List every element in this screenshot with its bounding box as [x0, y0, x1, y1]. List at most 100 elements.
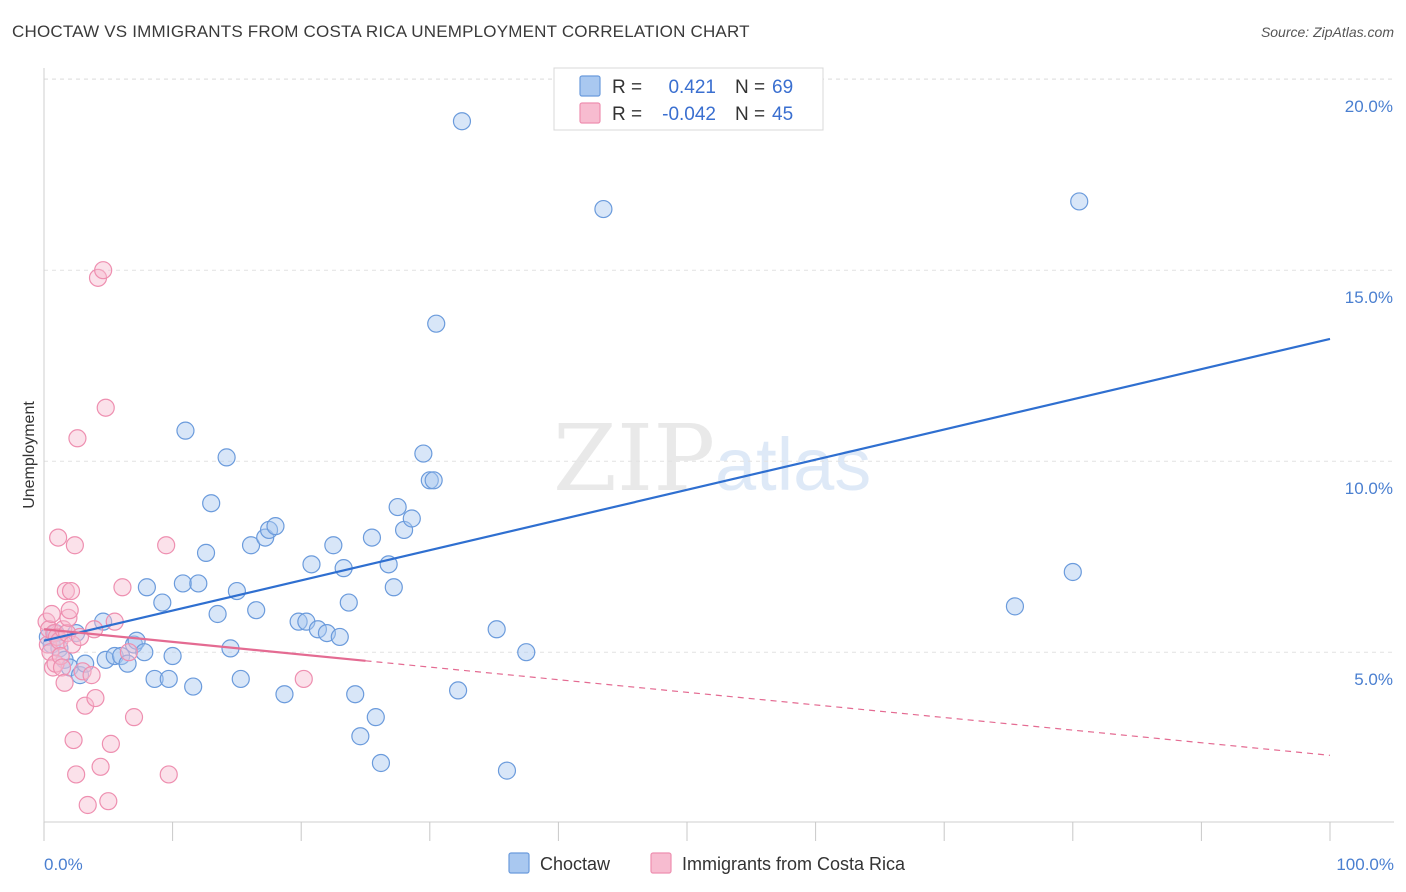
choctaw-point — [231, 669, 250, 689]
costa-rica-point — [49, 528, 68, 547]
costa-rica-point — [113, 578, 132, 597]
choctaw-point — [217, 448, 236, 467]
series-legend-label-costa-rica: Immigrants from Costa Rica — [682, 854, 906, 874]
costa-rica-point — [159, 765, 178, 784]
legend-n-label-costa-rica: N = — [735, 104, 765, 125]
data-points — [37, 112, 1089, 815]
choctaw-point — [330, 627, 349, 647]
choctaw-point — [366, 708, 385, 727]
choctaw-point — [176, 421, 195, 440]
costa-rica-trend-line — [43, 628, 366, 662]
y-tick-label: 10.0% — [1345, 479, 1393, 498]
choctaw-point — [308, 620, 328, 639]
y-tick-label: 5.0% — [1354, 670, 1393, 689]
costa-rica-point — [52, 658, 72, 677]
choctaw-point — [96, 650, 115, 669]
choctaw-point — [371, 753, 391, 773]
choctaw-point — [427, 314, 446, 333]
costa-rica-point — [86, 688, 105, 708]
choctaw-point — [1070, 192, 1089, 211]
legend-swatch-costa-rica — [579, 102, 601, 124]
costa-rica-point — [61, 581, 81, 601]
legend-r-label-choctaw: R = — [612, 77, 642, 98]
costa-rica-point — [101, 734, 120, 753]
choctaw-point — [145, 669, 164, 689]
choctaw-point — [208, 604, 227, 624]
legend-swatch-choctaw — [579, 75, 601, 97]
choctaw-point — [517, 643, 536, 662]
choctaw-point — [324, 536, 343, 555]
stats-legend: R = 0.421 N = 69 R = -0.042 N = 45 — [553, 67, 824, 131]
costa-rica-point — [67, 765, 86, 784]
costa-rica-point — [65, 536, 84, 555]
choctaw-point — [247, 601, 266, 620]
choctaw-point — [153, 593, 172, 612]
choctaw-point — [196, 543, 216, 562]
legend-r-value-costa-rica: -0.042 — [662, 104, 716, 125]
costa-rica-point — [60, 601, 79, 620]
choctaw-point — [384, 578, 403, 597]
costa-rica-trend-line-extrapolated — [365, 660, 1331, 756]
series-legend-label-choctaw: Choctaw — [540, 854, 611, 874]
choctaw-point — [594, 199, 613, 219]
choctaw-point — [302, 555, 321, 574]
legend-r-value-choctaw: 0.421 — [668, 77, 716, 98]
choctaw-point — [159, 669, 178, 689]
choctaw-point — [339, 593, 358, 612]
series-legend: Choctaw Immigrants from Costa Rica — [508, 852, 906, 874]
choctaw-point — [351, 727, 370, 746]
choctaw-point — [189, 574, 208, 593]
legend-r-label-costa-rica: R = — [612, 104, 642, 125]
costa-rica-point — [73, 662, 92, 681]
choctaw-trend-line — [43, 337, 1331, 642]
choctaw-point — [241, 536, 261, 555]
x-axis-ticks — [43, 822, 1331, 841]
costa-rica-point — [55, 673, 74, 692]
choctaw-point — [173, 574, 192, 593]
costa-rica-point — [91, 757, 110, 776]
y-tick-label: 20.0% — [1345, 97, 1393, 116]
legend-n-label-choctaw: N = — [735, 77, 765, 98]
choctaw-point — [266, 517, 285, 536]
choctaw-point — [388, 497, 407, 517]
choctaw-point — [1063, 562, 1082, 582]
choctaw-point — [448, 681, 468, 700]
series-legend-swatch-costa-rica — [650, 852, 672, 874]
choctaw-point — [487, 620, 506, 639]
choctaw-point — [497, 761, 517, 780]
costa-rica-point — [76, 696, 95, 715]
choctaw-point — [424, 471, 443, 490]
choctaw-point — [184, 677, 203, 696]
choctaw-point — [275, 685, 294, 704]
y-tick-label: 15.0% — [1345, 288, 1393, 307]
choctaw-point — [452, 112, 472, 131]
costa-rica-point — [96, 398, 115, 417]
costa-rica-point — [94, 261, 113, 280]
legend-n-value-choctaw: 69 — [772, 77, 793, 98]
choctaw-point — [289, 612, 308, 631]
costa-rica-point — [68, 429, 87, 448]
choctaw-point — [362, 528, 382, 547]
choctaw-point — [346, 685, 365, 704]
costa-rica-point — [78, 795, 97, 815]
x-tick-label-min: 0.0% — [44, 855, 83, 874]
gridlines — [44, 78, 1394, 653]
source-credit: Source: ZipAtlas.com — [1260, 24, 1394, 40]
choctaw-point — [137, 578, 156, 597]
costa-rica-point — [63, 635, 82, 654]
y-axis-label: Unemployment — [21, 401, 38, 509]
legend-n-value-costa-rica: 45 — [772, 104, 793, 125]
costa-rica-point — [64, 730, 83, 750]
costa-rica-point — [124, 708, 144, 727]
y-tick-labels: 5.0% 10.0% 15.0% 20.0% — [1345, 97, 1393, 689]
choctaw-point — [414, 444, 433, 463]
costa-rica-point — [294, 669, 313, 689]
costa-rica-point — [82, 666, 101, 685]
costa-rica-point — [59, 608, 78, 627]
choctaw-point — [202, 494, 221, 513]
choctaw-point — [1005, 597, 1025, 616]
costa-rica-point — [42, 604, 61, 624]
watermark: ZIP atlas — [553, 405, 871, 512]
choctaw-point — [402, 509, 421, 528]
